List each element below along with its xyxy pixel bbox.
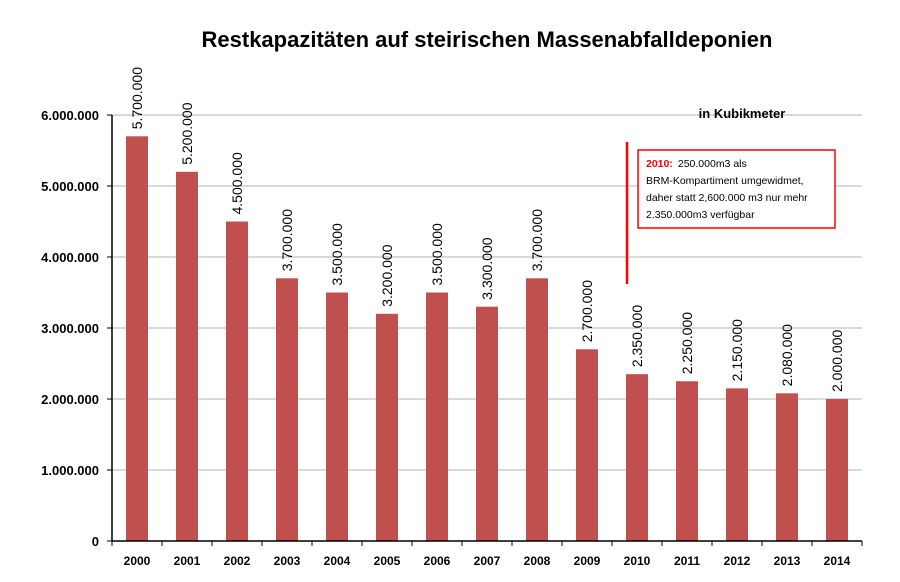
x-tick-label: 2001 bbox=[174, 554, 201, 568]
x-tick-label: 2014 bbox=[824, 554, 851, 568]
annotation-year: 2010: bbox=[646, 158, 673, 170]
y-axis-ticks: 0 1.000.000 2.000.000 3.000.000 4.000.000 5.0… bbox=[41, 108, 112, 549]
bar bbox=[726, 388, 748, 541]
x-tick-label: 2003 bbox=[274, 554, 301, 568]
data-label: 3.500.000 bbox=[429, 223, 445, 285]
data-label: 2.000.000 bbox=[829, 330, 845, 392]
bar bbox=[326, 292, 348, 541]
bar bbox=[776, 393, 798, 541]
chart-title: Restkapazitäten auf steirischen Massenab… bbox=[202, 27, 773, 52]
x-tick-label: 2010 bbox=[624, 554, 651, 568]
x-tick-label: 2013 bbox=[774, 554, 801, 568]
x-tick-label: 2006 bbox=[424, 554, 451, 568]
data-label: 3.700.000 bbox=[529, 209, 545, 271]
x-tick-label: 2008 bbox=[524, 554, 551, 568]
data-label: 5.700.000 bbox=[129, 67, 145, 129]
y-tick-label: 4.000.000 bbox=[41, 250, 99, 265]
annotation-line-1-text: 250.000m3 als bbox=[678, 158, 747, 170]
bar bbox=[626, 374, 648, 541]
x-tick-label: 2007 bbox=[474, 554, 501, 568]
bar bbox=[576, 349, 598, 541]
bar bbox=[426, 292, 448, 541]
bar bbox=[176, 171, 198, 542]
bar bbox=[276, 278, 298, 541]
annotation-line-2: BRM-Kompartiment umgewidmet, bbox=[646, 175, 804, 187]
bar bbox=[226, 221, 248, 541]
y-tick-label: 6.000.000 bbox=[41, 108, 99, 123]
unit-label: in Kubikmeter bbox=[699, 106, 786, 121]
x-tick-label: 2005 bbox=[374, 554, 401, 568]
bar bbox=[476, 306, 498, 541]
data-label: 5.200.000 bbox=[179, 102, 195, 164]
y-tick-label: 2.000.000 bbox=[41, 392, 99, 407]
bar bbox=[526, 278, 548, 541]
data-label: 2.080.000 bbox=[779, 324, 795, 386]
data-label: 4.500.000 bbox=[229, 152, 245, 214]
data-label: 2.250.000 bbox=[679, 312, 695, 374]
bar bbox=[126, 136, 148, 542]
y-tick-label: 5.000.000 bbox=[41, 179, 99, 194]
x-tick-label: 2011 bbox=[674, 554, 700, 568]
annotation-line-1: 2010: 250.000m3 als bbox=[646, 158, 747, 170]
x-axis-ticks: 2000 2001 2002 2003 2004 2005 2006 2007 2008 2009… bbox=[111, 541, 863, 568]
x-tick-label: 2000 bbox=[124, 554, 151, 568]
data-label: 3.500.000 bbox=[329, 223, 345, 285]
data-label: 3.300.000 bbox=[479, 237, 495, 299]
data-label: 2.350.000 bbox=[629, 305, 645, 367]
x-tick-label: 2002 bbox=[224, 554, 251, 568]
data-labels: 5.700.000 5.200.000 4.500.000 3.700.000 3.50… bbox=[129, 67, 845, 392]
annotation: 2010: 250.000m3 als BRM-Kompartiment umge… bbox=[625, 142, 836, 284]
y-tick-label: 0 bbox=[92, 534, 99, 549]
data-label: 2.700.000 bbox=[579, 280, 595, 342]
data-label: 3.200.000 bbox=[379, 244, 395, 306]
data-label: 3.700.000 bbox=[279, 209, 295, 271]
annotation-line-3: daher statt 2,600.000 m3 nur mehr bbox=[646, 192, 808, 204]
y-tick-label: 3.000.000 bbox=[41, 321, 99, 336]
x-tick-label: 2004 bbox=[324, 554, 351, 568]
y-tick-label: 1.000.000 bbox=[41, 463, 99, 478]
x-tick-label: 2012 bbox=[724, 554, 751, 568]
data-label: 2.150.000 bbox=[729, 319, 745, 381]
annotation-line-4: 2.350.000m3 verfügbar bbox=[646, 209, 755, 221]
bar bbox=[676, 381, 698, 541]
annotation-box bbox=[637, 149, 836, 229]
bar bbox=[826, 399, 848, 541]
x-tick-label: 2009 bbox=[574, 554, 601, 568]
bars bbox=[126, 136, 848, 542]
bar bbox=[376, 313, 398, 541]
